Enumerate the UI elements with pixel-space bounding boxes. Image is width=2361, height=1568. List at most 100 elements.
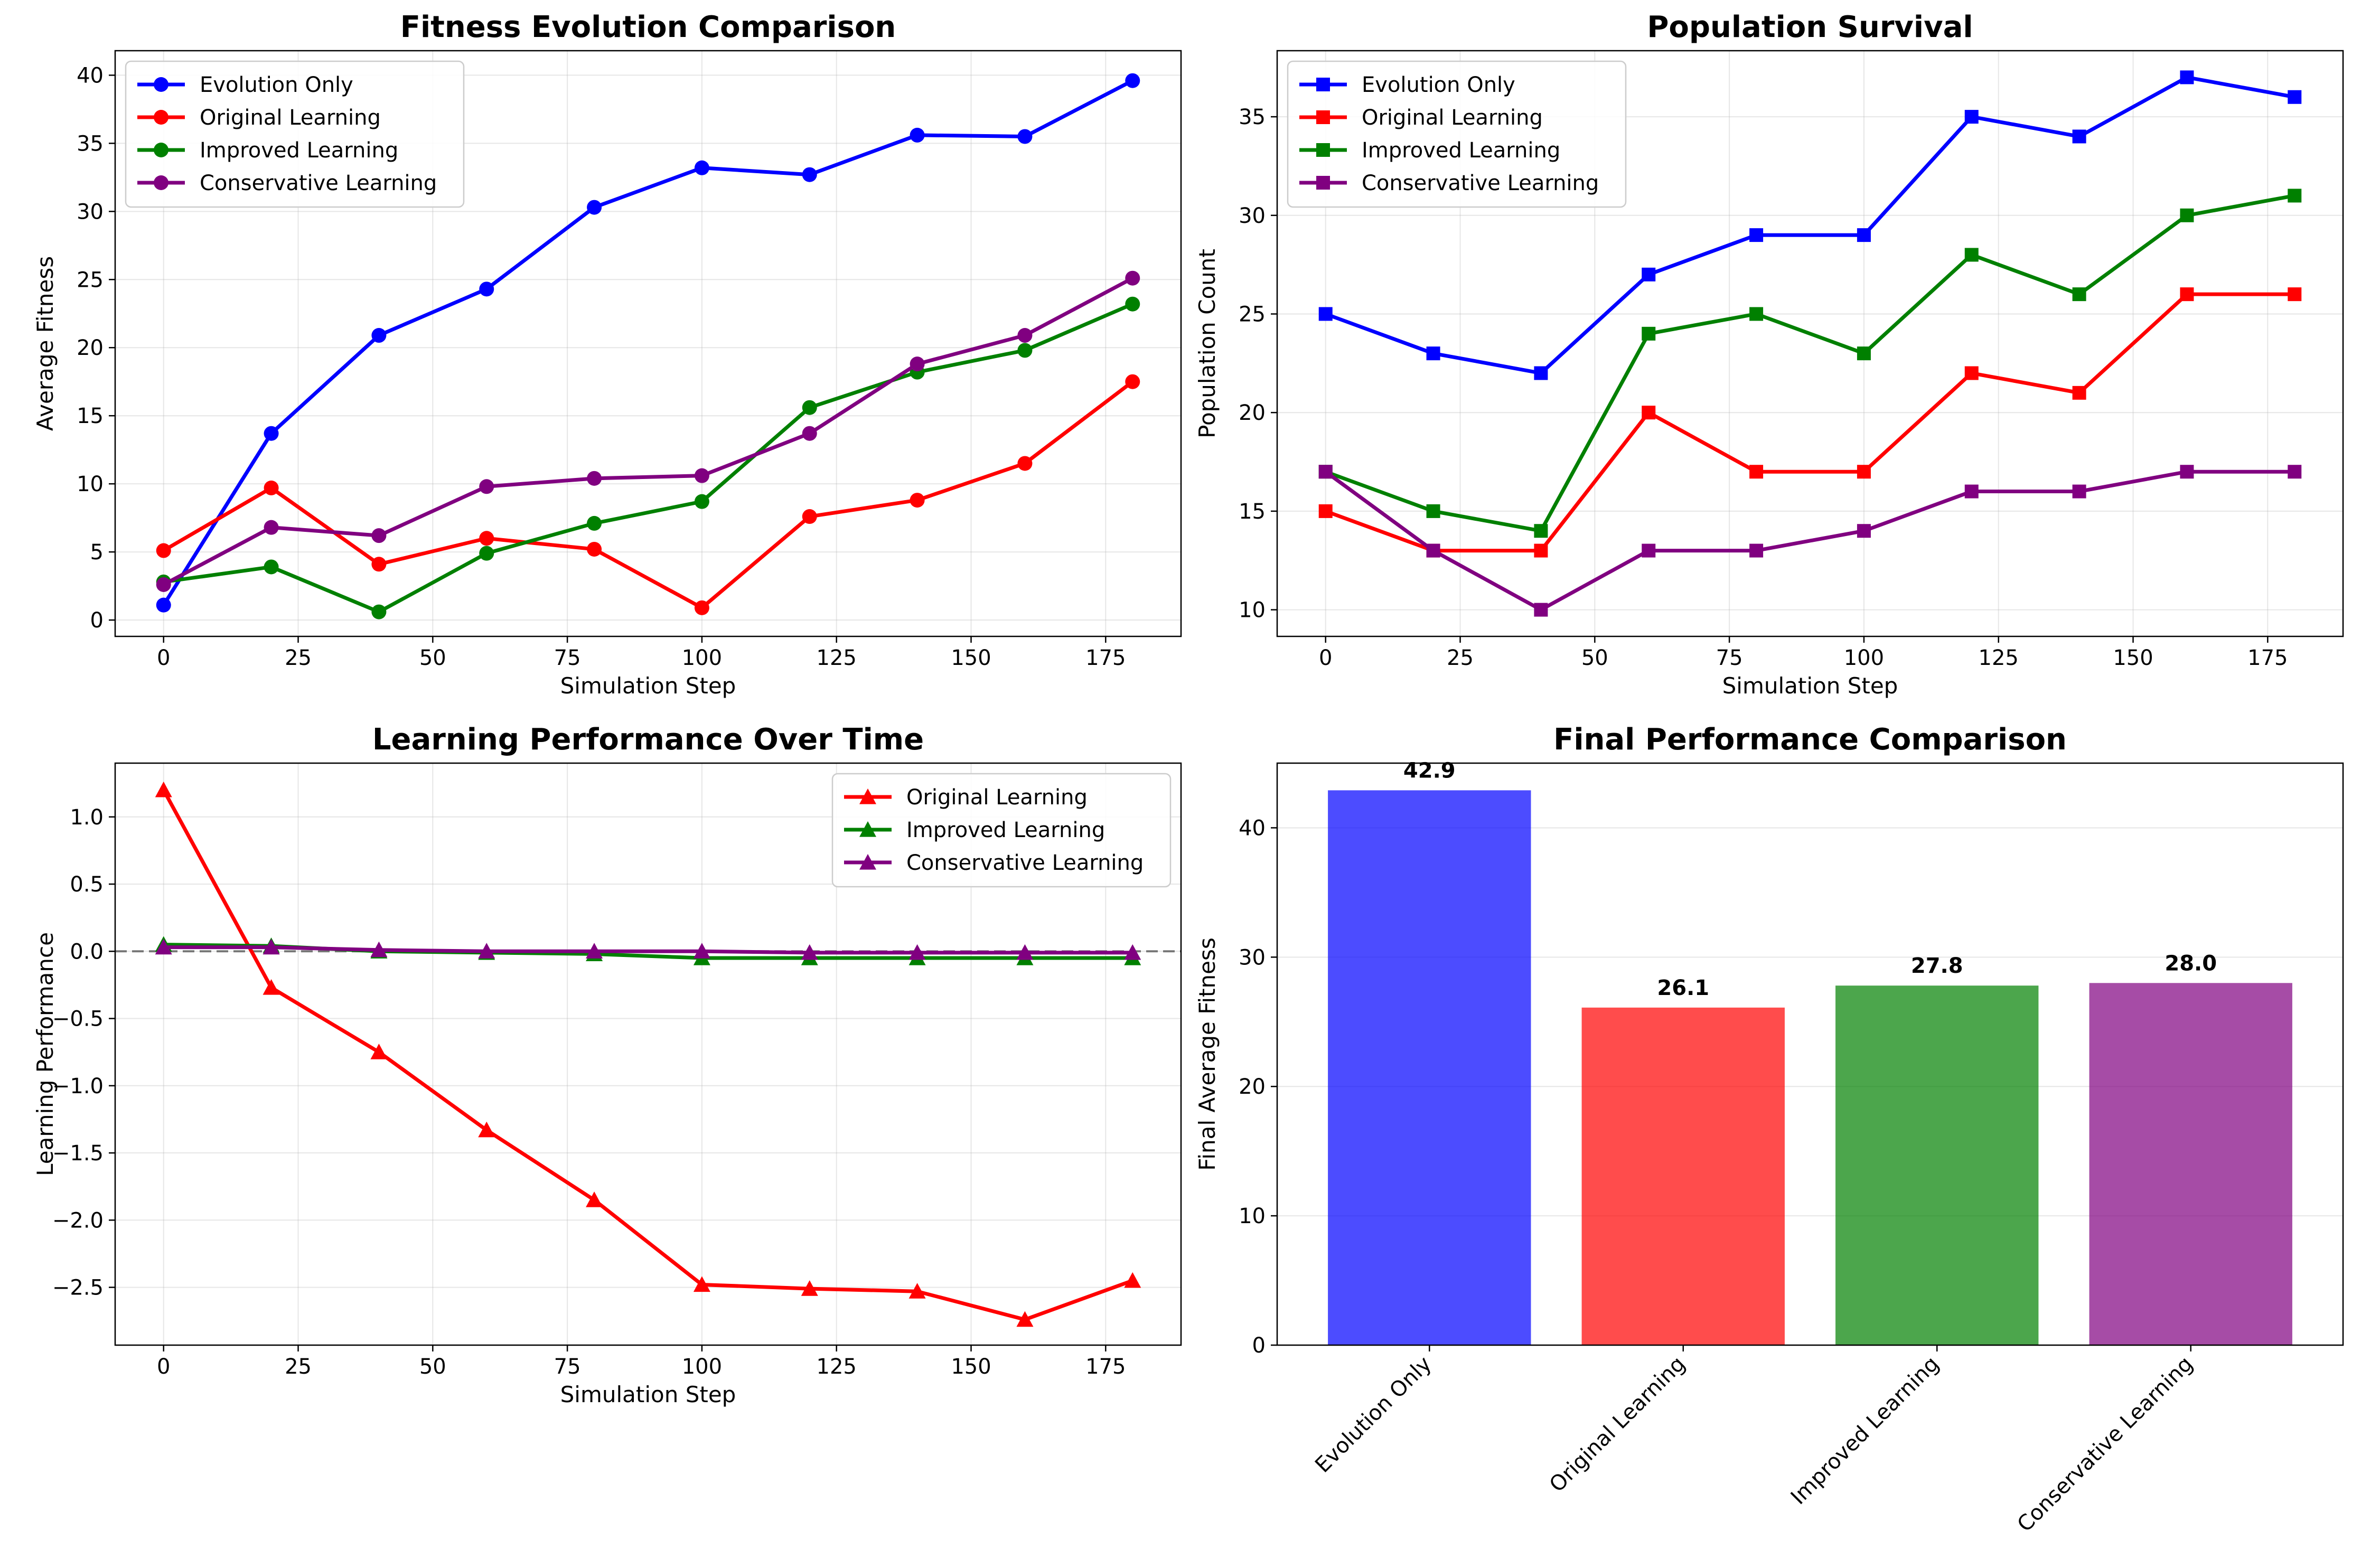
x-tick-label: 175 [1085,1355,1126,1379]
x-tick-label: 0 [157,1355,170,1379]
data-point-evolution-only [1017,129,1033,144]
data-point-original-learning [1016,1311,1034,1327]
y-tick-label: 0 [1252,1334,1266,1358]
legend-label-improved-learning: Improved Learning [200,138,398,163]
x-axis-label: Simulation Step [1722,673,1898,699]
x-tick-label: 125 [817,646,857,670]
bar-evolution-only [1328,790,1531,1345]
x-tick-label: 50 [1581,646,1608,670]
data-point-evolution-only [479,281,494,297]
data-point-conservative-learning [693,943,710,959]
data-point-conservative-learning [1426,543,1440,558]
data-point-conservative-learning [2180,465,2194,479]
y-tick-label: 5 [90,540,104,565]
data-point-conservative-learning [1318,465,1333,479]
x-tick-label: Improved Learning [1786,1352,1944,1510]
data-point-conservative-learning [1857,524,1871,538]
data-point-improved-learning [1642,326,1656,341]
data-point-evolution-only [371,328,387,343]
data-point-conservative-learning [156,577,171,592]
data-point-evolution-only [1534,366,1548,380]
data-point-original-learning [155,781,172,797]
axes-frame [114,50,1182,637]
data-point-improved-learning [587,515,602,531]
data-point-conservative-learning [370,941,388,957]
data-point-original-learning [587,541,602,557]
x-tick-label: 100 [682,646,722,670]
chart-title: Fitness Evolution Comparison [400,10,896,44]
y-tick-label: −1.0 [52,1074,104,1098]
y-tick-label: 30 [1239,204,1266,228]
bar-value-label: 42.9 [1403,758,1456,783]
data-point-improved-learning [479,546,494,561]
data-point-conservative-learning [801,944,818,960]
data-point-conservative-learning [1964,484,1979,499]
legend-marker-evolution-only [1316,78,1330,91]
data-point-improved-learning [694,494,709,509]
legend-label-conservative-learning: Conservative Learning [200,171,437,195]
data-point-conservative-learning [479,479,494,494]
data-point-original-learning [1964,366,1979,380]
fitness-evolution-panel: 0 5 10 15 20 25 30 35 40 0 25 50 75 100 125 150 175 Fitne… [32,10,1182,699]
legend-box [125,60,465,208]
y-tick-label: −1.5 [52,1141,104,1166]
y-tick-label: 10 [77,472,104,496]
data-point-original-learning [586,1191,603,1207]
data-point-original-learning [156,543,171,558]
legend-label-original-learning: Original Learning [200,106,381,130]
legend-marker-conservative-learning [859,854,876,870]
bar-conservative-learning [2089,983,2292,1345]
data-point-original-learning [264,480,279,495]
legend-label-evolution-only: Evolution Only [1362,73,1515,97]
y-tick-label: 0.0 [70,940,104,964]
chart-title: Final Performance Comparison [1553,722,2067,757]
x-tick-label: 150 [2113,646,2153,670]
axes-frame [1276,50,2344,637]
y-axis-label: Population Count [1194,249,1220,438]
data-point-evolution-only [1857,228,1871,242]
y-tick-label: 0 [90,608,104,633]
data-point-conservative-learning [371,528,387,543]
y-tick-label: 25 [77,268,104,292]
data-point-improved-learning [1125,296,1140,312]
series-line-conservative-learning [163,276,1133,587]
x-tick-label: 75 [554,646,581,670]
data-point-evolution-only [694,160,709,175]
data-point-conservative-learning [2288,465,2302,479]
data-point-conservative-learning [2072,484,2086,499]
y-tick-label: 35 [77,132,104,156]
legend-box [1287,60,1627,208]
legend: Evolution Only Original Learning Improved … [125,60,465,208]
data-point-conservative-learning [586,943,603,959]
y-axis-label: Learning Performance [32,932,58,1176]
data-point-conservative-learning [587,471,602,486]
x-axis-label: Simulation Step [560,673,736,699]
x-tick-label: Original Learning [1545,1352,1690,1497]
y-tick-label: −2.0 [52,1208,104,1233]
y-tick-label: 10 [1239,1204,1266,1228]
data-point-evolution-only [587,200,602,215]
x-tick-label: 175 [1085,646,1126,670]
series-line-conservative-learning [1324,470,2295,612]
data-point-original-learning [1642,406,1656,420]
data-point-evolution-only [802,167,817,182]
legend-label-original-learning: Original Learning [1362,106,1543,130]
data-point-evolution-only [2288,90,2302,104]
y-axis-label: Average Fitness [32,256,58,431]
data-point-improved-learning [1534,524,1548,538]
x-tick-label: 50 [419,646,446,670]
data-point-improved-learning [2180,208,2194,222]
legend-marker-improved-learning [1316,143,1330,157]
data-point-conservative-learning [155,938,172,955]
data-point-conservative-learning [264,520,279,535]
data-point-conservative-learning [908,944,926,960]
bar-improved-learning [1835,985,2039,1345]
data-point-evolution-only [2072,129,2086,144]
legend-marker-evolution-only [154,77,168,92]
legend-marker-improved-learning [859,821,876,837]
data-point-evolution-only [2180,70,2194,84]
data-point-original-learning [263,979,280,995]
x-tick-label: 75 [1716,646,1743,670]
x-tick-label: 0 [157,646,170,670]
